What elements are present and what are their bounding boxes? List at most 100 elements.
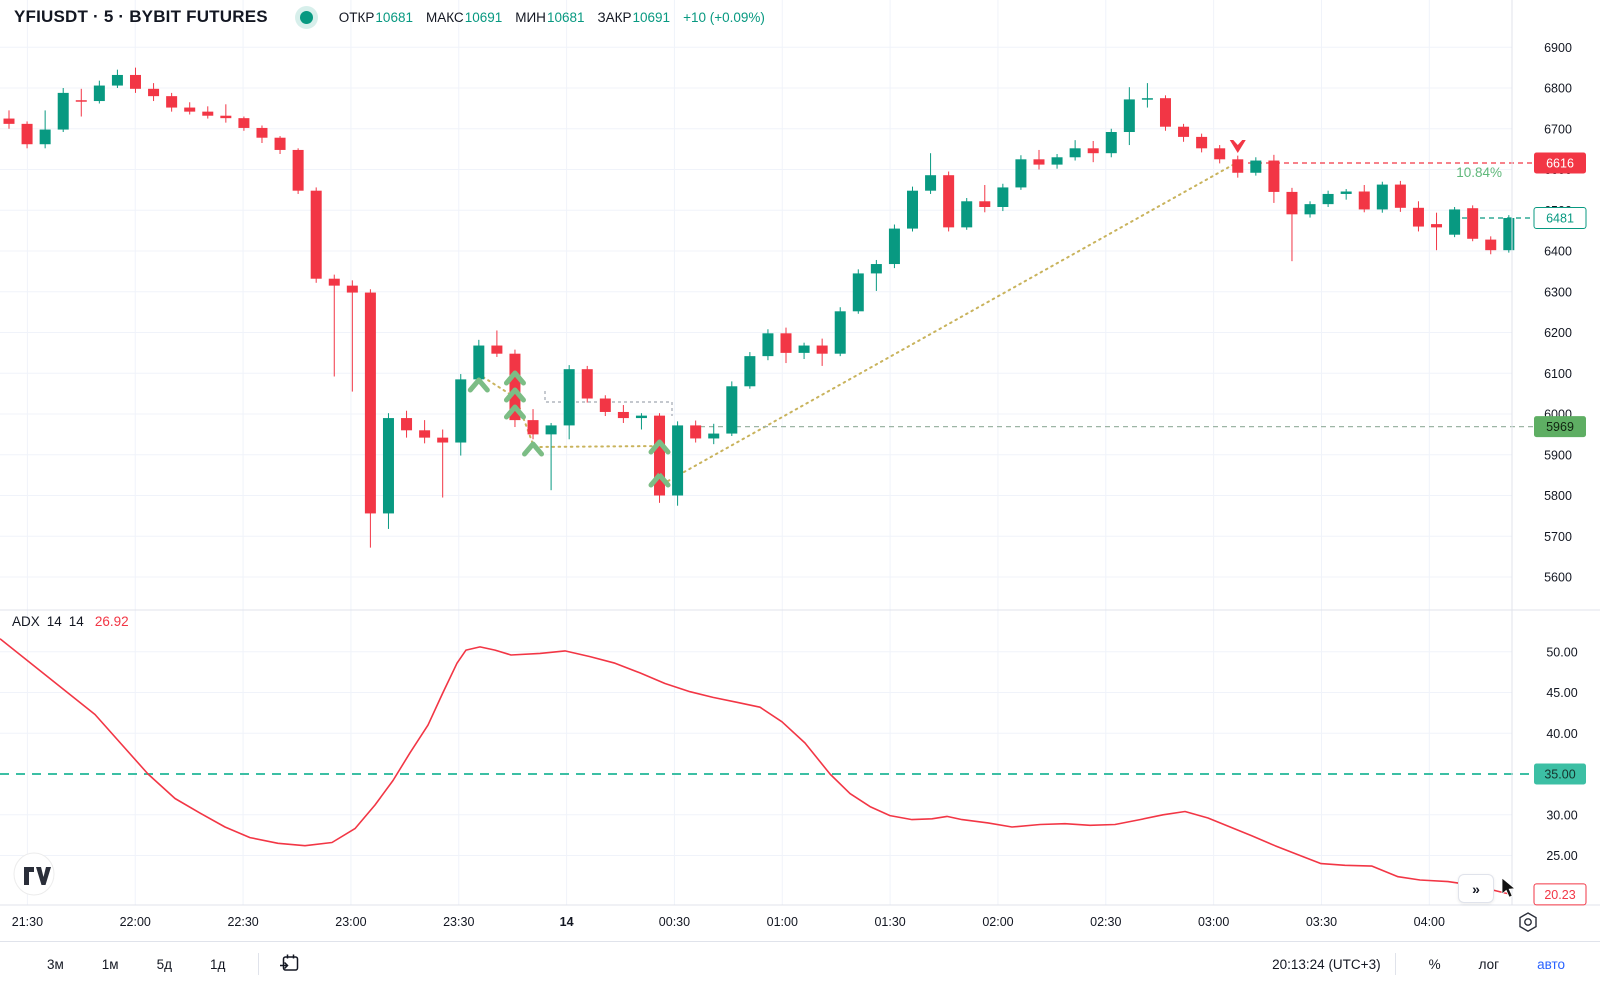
candle-body — [1159, 98, 1171, 127]
time-tick-label: 22:30 — [227, 915, 258, 929]
time-axis[interactable]: 21:30 22:00 22:30 23:00 23:30 14 00:30 01:00 01:… — [12, 915, 1445, 929]
collapse-pane-button[interactable]: » — [1458, 874, 1494, 903]
tradingview-logo[interactable] — [12, 852, 56, 901]
time-tick-label: 23:30 — [443, 915, 474, 929]
candle-body — [1449, 209, 1461, 235]
candle — [744, 352, 756, 389]
go-to-date-button[interactable] — [273, 950, 307, 979]
candle-body — [1087, 148, 1099, 154]
candle-body — [1394, 184, 1406, 208]
candle-body — [256, 127, 268, 138]
price-axis[interactable]: 6900680067006600650064006300620061006000… — [1533, 41, 1587, 906]
chart-canvas[interactable]: 6900680067006600650064006300620061006000… — [0, 0, 1600, 940]
trend-dotted-line — [667, 161, 1239, 482]
candle-body — [238, 118, 250, 128]
symbol-title[interactable]: YFIUSDT · 5 · BYBIT FUTURES — [14, 7, 268, 26]
candle — [202, 106, 214, 119]
candle — [1250, 157, 1262, 176]
adx-last-badge-bg — [1533, 883, 1587, 906]
candle-body — [907, 190, 918, 229]
price-tick-label: 6100 — [1544, 367, 1572, 381]
candle — [364, 289, 376, 548]
candle-body — [1304, 204, 1316, 215]
candle-body — [509, 353, 521, 421]
candle — [1431, 212, 1443, 251]
candle-body — [1141, 98, 1153, 100]
candle — [1178, 123, 1190, 142]
range-button-1д[interactable]: 1д — [202, 953, 233, 976]
candle — [762, 329, 774, 361]
candle — [328, 274, 340, 377]
candle-body — [1069, 148, 1081, 158]
adx-tick-label: 25.00 — [1546, 849, 1577, 863]
candle — [961, 198, 973, 230]
bottom-toolbar: 3м 1м 5д 1д 20:13:24 (UTC+3) % лог авто — [0, 941, 1600, 1000]
price-badge-6616: 6616 — [1534, 152, 1586, 174]
clock-label[interactable]: 20:13:24 (UTC+3) — [1272, 956, 1381, 972]
candle-body — [1376, 184, 1388, 210]
candle — [852, 269, 864, 314]
range-button-1м[interactable]: 1м — [94, 953, 127, 976]
ohlc-values: ОТКР10681 МАКС10691 МИН10681 ЗАКР10691 +… — [339, 10, 765, 25]
connection-dot-icon — [299, 10, 313, 24]
adx-name[interactable]: ADX — [12, 614, 40, 629]
candle — [292, 148, 304, 194]
signal-markers — [467, 140, 1246, 488]
toolbar-divider-right — [1394, 953, 1396, 975]
candle — [979, 184, 991, 213]
candle-body — [184, 107, 196, 112]
time-tick-label: 21:30 — [12, 915, 43, 929]
candle-body — [1485, 239, 1497, 251]
candle — [780, 327, 792, 364]
candle-body — [690, 425, 702, 439]
candle — [1304, 201, 1316, 218]
log-scale-button[interactable]: лог — [1471, 953, 1507, 976]
candle-body — [1123, 99, 1135, 133]
sell-arrow-notch — [1233, 140, 1243, 145]
candle — [1105, 128, 1117, 158]
candle-body — [1322, 193, 1334, 205]
auto-scale-button[interactable]: авто — [1529, 953, 1573, 976]
candle-body — [1286, 191, 1298, 215]
mouse-cursor — [1501, 877, 1516, 898]
time-tick-label: 03:00 — [1198, 915, 1229, 929]
candle-body — [328, 278, 340, 286]
candle-body — [1431, 224, 1443, 228]
candle-body — [563, 369, 575, 426]
range-button-3м[interactable]: 3м — [39, 953, 72, 976]
candle — [166, 92, 178, 112]
candle — [1123, 87, 1135, 146]
pane-separators — [0, 0, 1600, 906]
candle — [581, 365, 593, 403]
price-tick-label: 6900 — [1544, 41, 1572, 55]
candle-body — [852, 273, 864, 312]
price-tick-label: 6400 — [1544, 245, 1572, 259]
candle — [1159, 95, 1171, 131]
candle — [1051, 154, 1063, 169]
buy-chevron-icon — [522, 441, 545, 457]
buy-chevron-icon — [648, 472, 671, 488]
price-badge-5969-text: 5969 — [1546, 420, 1574, 434]
percent-change-label: 10.84% — [1456, 165, 1502, 180]
candle-body — [1051, 157, 1063, 165]
open-value: 10681 — [375, 9, 413, 25]
time-tick-label: 02:30 — [1090, 915, 1121, 929]
timezone-gear-icon[interactable] — [1519, 912, 1537, 933]
candle — [111, 69, 123, 88]
candle — [1214, 145, 1226, 164]
candle — [1358, 184, 1370, 213]
candle — [21, 121, 33, 149]
candle — [473, 339, 485, 383]
gear-hex — [1519, 912, 1537, 933]
time-tick-label: 23:00 — [335, 915, 366, 929]
price-tick-label: 5600 — [1544, 571, 1572, 585]
adx-tick-label: 45.00 — [1546, 686, 1577, 700]
high-value: 10691 — [464, 9, 503, 25]
percent-scale-button[interactable]: % — [1421, 953, 1449, 976]
adx-tick-label: 30.00 — [1546, 808, 1577, 822]
range-button-5д[interactable]: 5д — [149, 953, 180, 976]
candle — [1322, 190, 1334, 207]
open-label: ОТКР — [338, 9, 375, 25]
buy-chevron-icon — [648, 439, 671, 455]
